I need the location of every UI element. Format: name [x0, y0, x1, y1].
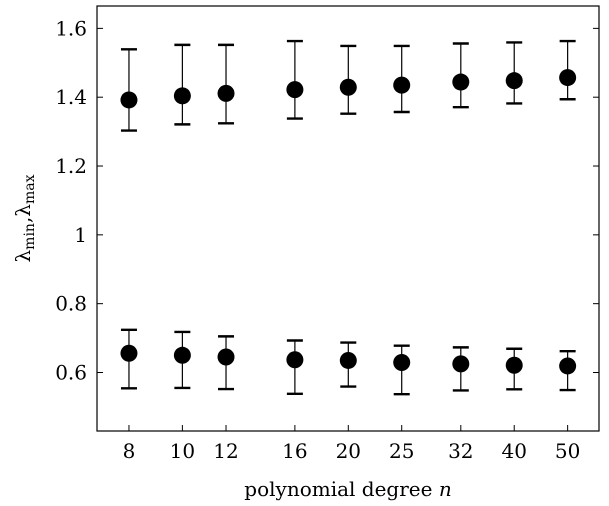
lambda-max-point: [286, 81, 304, 99]
lambda-max-point: [393, 76, 411, 94]
y-axis-label: λmin,λmax: [11, 174, 38, 262]
x-tick-label: 12: [213, 439, 238, 463]
lambda-max-point: [452, 73, 470, 91]
y-tick-label: 0.8: [55, 292, 87, 316]
lambda-max-point: [559, 69, 577, 87]
y-tick-label: 1.4: [55, 85, 87, 109]
chart-marks: [120, 39, 577, 396]
lambda-min-point: [120, 344, 138, 362]
lambda-max-point: [339, 78, 357, 96]
y-axis-ticks: 0.6 0.8 1 1.2 1.4 1.6: [55, 16, 599, 384]
x-tick-label: 32: [448, 439, 473, 463]
x-tick-label: 50: [555, 439, 580, 463]
lambda-min-point: [559, 357, 577, 375]
lambda-max-point: [173, 87, 191, 105]
lambda-min-point: [339, 351, 357, 369]
x-tick-label: 20: [336, 439, 361, 463]
y-tick-label: 1.6: [55, 16, 87, 40]
lambda-min-point: [505, 356, 523, 374]
lambda-max-point: [120, 91, 138, 109]
x-tick-label: 10: [170, 439, 195, 463]
lambda-max-point: [217, 84, 235, 102]
lambda-min-point: [217, 348, 235, 366]
x-axis-label: polynomial degree n: [244, 477, 451, 501]
x-axis-ticks: 8 10 12 16 20 25 32 40 50: [123, 425, 580, 463]
y-tick-label: 0.6: [55, 360, 87, 384]
lambda-min-point: [173, 346, 191, 364]
x-tick-label: 40: [501, 439, 526, 463]
y-tick-label: 1.2: [55, 154, 87, 178]
lambda-min-point: [286, 351, 304, 369]
x-tick-label: 8: [123, 439, 136, 463]
y-tick-label: 1: [74, 223, 87, 247]
lambda-min-point: [393, 354, 411, 372]
x-tick-label: 16: [282, 439, 307, 463]
lambda-max-point: [505, 72, 523, 90]
lambda-min-point: [452, 355, 470, 373]
x-tick-label: 25: [389, 439, 414, 463]
